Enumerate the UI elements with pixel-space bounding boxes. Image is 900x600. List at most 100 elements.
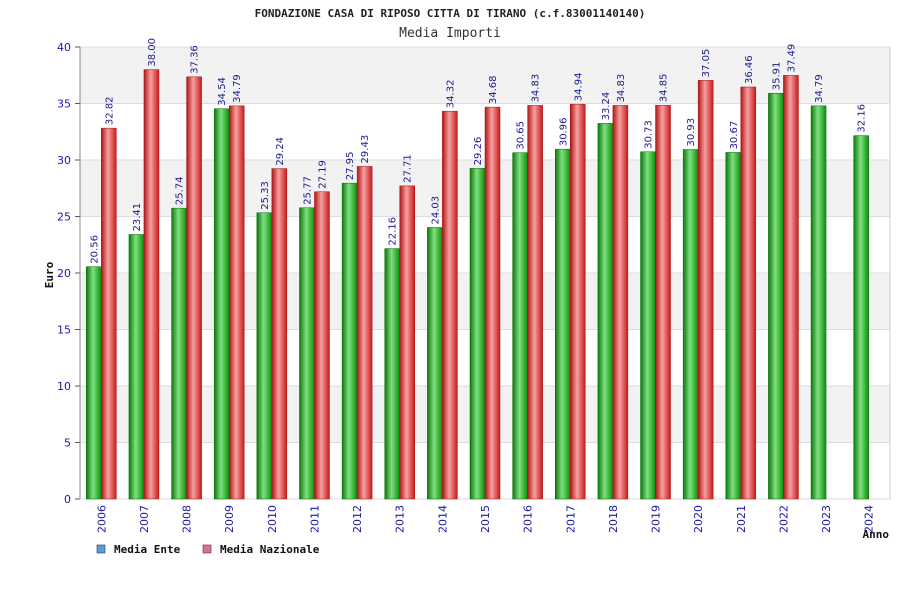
data-label: 32.16: [857, 104, 868, 133]
data-label: 27.71: [403, 154, 414, 183]
bar: [356, 166, 373, 500]
data-label: 27.19: [317, 160, 328, 189]
bar: [213, 108, 230, 500]
x-tick-label: 2014: [436, 505, 449, 533]
data-label: 33.24: [601, 92, 612, 121]
bar: [597, 123, 614, 500]
data-label: 25.33: [260, 181, 271, 210]
x-tick-label: 2015: [479, 505, 492, 533]
bar: [271, 168, 288, 500]
bar: [399, 185, 415, 500]
x-tick-label: 2016: [522, 505, 535, 533]
bar: [655, 104, 671, 500]
data-label: 30.65: [516, 121, 527, 150]
data-label: 27.95: [345, 152, 356, 181]
bar: [555, 148, 571, 500]
bar: [186, 76, 202, 500]
data-label: 34.83: [616, 74, 627, 103]
x-tick-label: 2013: [394, 505, 407, 533]
y-tick-label: 10: [57, 380, 71, 393]
y-axis-ticks: 0 5 10 15 20 25 30 35 40: [57, 41, 81, 506]
bar: [682, 149, 699, 500]
data-label: 25.74: [175, 176, 186, 205]
y-axis-label: Euro: [43, 261, 56, 288]
bar: [740, 86, 757, 500]
data-label: 22.16: [388, 217, 399, 246]
data-label: 30.96: [558, 118, 569, 147]
bar: [299, 207, 315, 500]
bar: [612, 105, 629, 500]
data-label: 35.91: [771, 62, 782, 91]
bar: [314, 191, 330, 500]
data-label: 30.93: [686, 118, 697, 147]
data-label: 29.26: [473, 137, 484, 166]
data-label: 36.46: [744, 55, 755, 84]
x-tick-label: 2006: [95, 505, 108, 533]
chart-subtitle: Media Importi: [399, 26, 501, 41]
bar: [725, 152, 742, 500]
y-tick-label: 15: [57, 324, 71, 337]
bar: [469, 168, 486, 500]
legend: Media Ente Media Nazionale: [96, 543, 320, 556]
data-label: 37.36: [190, 45, 201, 74]
data-label: 23.41: [132, 203, 143, 232]
y-tick-label: 5: [64, 437, 71, 450]
data-label: 34.79: [814, 74, 825, 103]
y-tick-label: 25: [57, 211, 71, 224]
bar: [128, 234, 145, 500]
y-tick-label: 0: [64, 493, 71, 506]
bar: [783, 75, 799, 500]
bar: [484, 106, 501, 500]
x-axis-label: Anno: [863, 528, 890, 541]
data-label: 20.56: [89, 235, 100, 264]
data-label: 34.79: [232, 74, 243, 103]
data-label: 38.00: [147, 38, 158, 67]
data-label: 37.05: [701, 49, 712, 78]
bar: [442, 110, 458, 500]
data-label: 37.49: [786, 44, 797, 73]
bar: [143, 69, 160, 500]
bar: [527, 105, 543, 500]
data-label: 30.73: [644, 120, 655, 149]
bar: [810, 105, 827, 500]
y-tick-label: 40: [57, 41, 71, 54]
x-tick-label: 2022: [777, 505, 790, 533]
x-tick-label: 2017: [564, 505, 577, 533]
x-tick-label: 2007: [138, 505, 151, 533]
x-axis-ticks: 2006 2007 2008 2009 2010 2011 2012 2013 2014 2015…: [95, 505, 875, 533]
y-tick-label: 20: [57, 267, 71, 280]
data-label: 32.82: [104, 96, 115, 125]
data-label: 29.43: [360, 135, 371, 164]
legend-label-media-ente: Media Ente: [114, 543, 181, 556]
data-label: 24.03: [430, 196, 441, 225]
x-tick-label: 2009: [223, 505, 236, 533]
bar: [171, 207, 187, 500]
bar: [640, 151, 656, 500]
value-labels: 20.56 32.82 23.41 38.00 25.74 37.36 34.54 34.79…: [89, 38, 867, 264]
bar: [228, 105, 245, 500]
data-label: 29.24: [275, 137, 286, 166]
data-label: 25.77: [302, 176, 313, 205]
data-label: 34.68: [488, 75, 499, 104]
x-tick-label: 2011: [308, 505, 321, 533]
x-tick-label: 2020: [692, 505, 705, 533]
bars: [86, 69, 869, 500]
data-label: 30.67: [729, 121, 740, 150]
x-tick-label: 2010: [266, 505, 279, 533]
bar: [570, 103, 586, 500]
bar: [86, 266, 102, 500]
bar: [427, 227, 443, 500]
bar: [384, 248, 400, 500]
x-tick-label: 2024: [863, 505, 876, 533]
data-label: 34.54: [217, 77, 228, 106]
chart-title: FONDAZIONE CASA DI RIPOSO CITTA DI TIRAN…: [255, 7, 646, 20]
bar: [341, 182, 358, 500]
y-tick-label: 35: [57, 98, 71, 111]
x-tick-label: 2023: [820, 505, 833, 533]
y-tick-label: 30: [57, 154, 71, 167]
x-tick-label: 2012: [351, 505, 364, 533]
legend-swatch-media-nazionale: [202, 544, 212, 554]
data-label: 34.32: [445, 80, 456, 109]
data-label: 34.94: [573, 73, 584, 102]
